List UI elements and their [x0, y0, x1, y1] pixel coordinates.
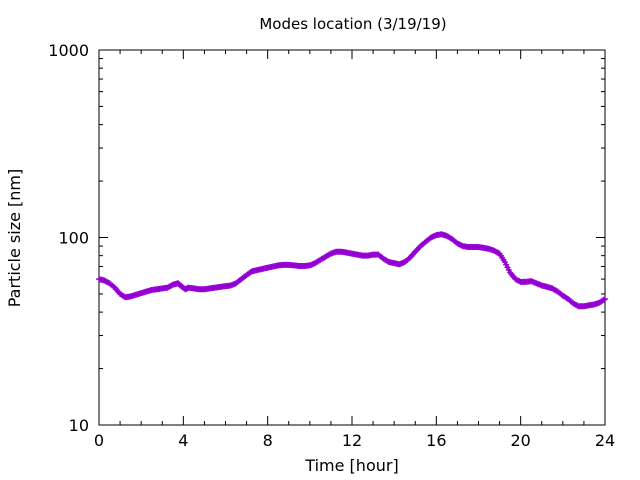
x-tick-labels: 0 4 8 12 16 20 24: [94, 431, 615, 450]
x-tick-label: 0: [94, 431, 104, 450]
x-tick-label: 8: [263, 431, 273, 450]
x-tick-label: 24: [595, 431, 615, 450]
series-line: [98, 232, 606, 308]
x-tick-label: 16: [426, 431, 446, 450]
plot-frame: [98, 49, 606, 426]
x-tick-label: 20: [510, 431, 530, 450]
chart-title: Modes location (3/19/19): [259, 15, 446, 33]
y-tick-label: 10: [69, 416, 89, 435]
axis-ticks: [98, 49, 606, 426]
y-tick-label: 100: [58, 229, 89, 248]
y-tick-labels: 10 100 1000: [48, 41, 89, 435]
x-tick-label: 12: [342, 431, 362, 450]
y-axis-label: Particle size [nm]: [5, 169, 24, 308]
series-layer: [96, 231, 608, 310]
data-point: [602, 295, 608, 302]
x-tick-label: 4: [178, 431, 188, 450]
x-axis-label: Time [hour]: [304, 456, 398, 475]
y-tick-label: 1000: [48, 41, 89, 60]
